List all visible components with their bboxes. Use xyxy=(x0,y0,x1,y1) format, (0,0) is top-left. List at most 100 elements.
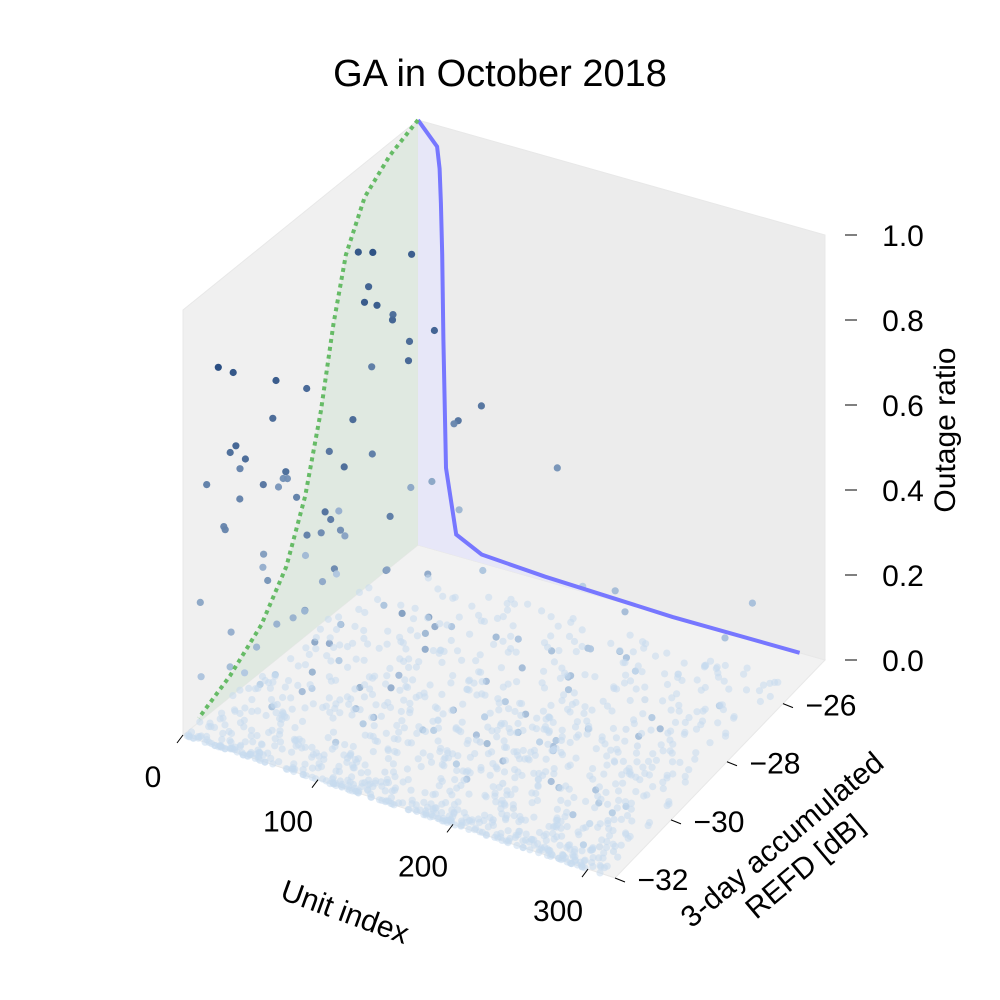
scatter-point xyxy=(370,722,378,730)
scatter-point xyxy=(766,692,774,701)
scatter-point xyxy=(241,669,249,677)
scatter-point xyxy=(669,770,677,778)
scatter-point xyxy=(253,732,261,740)
scatter-point xyxy=(229,368,237,377)
scatter-point xyxy=(382,680,390,688)
scatter-point xyxy=(259,563,267,571)
scatter-point xyxy=(437,775,445,783)
scatter-points xyxy=(183,248,782,877)
scatter-point xyxy=(499,637,507,645)
scatter-point xyxy=(361,681,369,689)
curve-fills xyxy=(198,120,800,723)
scatter-point xyxy=(329,728,338,736)
scatter-point xyxy=(522,830,530,838)
scatter-point xyxy=(350,705,358,714)
scatter-point xyxy=(432,804,440,812)
scatter-point xyxy=(611,587,619,595)
scatter-point xyxy=(513,748,521,756)
scatter-point xyxy=(524,754,532,763)
scatter-point xyxy=(625,764,633,773)
scatter-point xyxy=(387,794,395,802)
scatter-point xyxy=(492,633,500,641)
scatter-point xyxy=(663,771,671,779)
scatter-point xyxy=(604,800,612,808)
y-tick xyxy=(614,877,626,883)
scatter-point xyxy=(480,817,488,825)
scatter-point xyxy=(544,740,552,748)
scatter-point xyxy=(458,718,466,726)
scatter-point xyxy=(247,748,255,757)
scatter-point xyxy=(446,787,454,795)
scatter-point xyxy=(612,780,620,788)
scatter-point xyxy=(500,737,508,745)
scatter-point xyxy=(586,645,595,653)
curve-outage-vs-unit xyxy=(416,118,801,655)
scatter-point xyxy=(361,761,369,769)
scatter-point xyxy=(759,681,768,689)
scatter-point xyxy=(599,697,607,705)
scatter-point xyxy=(380,601,388,609)
scatter-point xyxy=(408,250,416,258)
scatter-point xyxy=(405,337,414,345)
scatter-point xyxy=(586,772,594,780)
scatter-point xyxy=(455,613,463,621)
scatter-point xyxy=(327,515,335,524)
scatter-point xyxy=(681,718,689,727)
scatter-point xyxy=(267,754,275,763)
scatter-point xyxy=(675,701,683,709)
scatter-point xyxy=(438,690,446,699)
scatter-point xyxy=(466,630,474,638)
scatter-point xyxy=(557,796,565,805)
scatter-point xyxy=(542,755,550,763)
scatter-point xyxy=(530,836,538,844)
scatter-point xyxy=(534,781,542,790)
scatter-point xyxy=(301,607,309,615)
scatter-point xyxy=(272,376,280,385)
scatter-point xyxy=(365,283,373,291)
scatter-point xyxy=(282,468,290,476)
scatter-point xyxy=(236,465,244,473)
scatter-point xyxy=(413,729,421,738)
scatter-point xyxy=(659,785,667,793)
scatter-point xyxy=(538,607,546,615)
scatter-point xyxy=(756,697,765,706)
scatter-point xyxy=(517,711,525,720)
scatter-point xyxy=(623,812,632,820)
scatter-point xyxy=(464,736,472,744)
scatter-point xyxy=(355,605,363,614)
scatter-point xyxy=(718,701,726,709)
scatter-point xyxy=(447,636,455,645)
scatter-point xyxy=(360,693,368,701)
scatter-point xyxy=(421,727,430,736)
scatter-point xyxy=(308,773,316,782)
scatter-point xyxy=(454,798,462,806)
scatter-point xyxy=(312,749,320,757)
scatter-point xyxy=(275,758,283,766)
scatter-point xyxy=(563,808,571,817)
scatter-point xyxy=(656,725,664,733)
axis-ticks: 0 100 200 300 −32−30−28−26 0.0 0.2 0.4 0.6 0.8 1.0 xyxy=(145,220,924,928)
scatter-point xyxy=(254,707,262,715)
scatter-point xyxy=(500,719,509,728)
scatter-point xyxy=(327,657,335,665)
scatter-point xyxy=(398,717,406,725)
scatter-point xyxy=(226,663,234,671)
scatter-point xyxy=(621,608,629,616)
curves xyxy=(197,118,801,720)
scatter-point xyxy=(357,769,365,777)
scatter-point xyxy=(317,529,325,537)
scatter-point xyxy=(301,551,310,560)
scatter-point xyxy=(187,728,196,736)
scatter-point xyxy=(219,729,227,738)
scatter-point xyxy=(594,792,602,800)
scatter-point xyxy=(562,782,570,790)
scatter-point xyxy=(321,508,329,516)
scatter-point xyxy=(312,634,320,642)
scatter-point xyxy=(489,760,497,768)
scatter-point xyxy=(472,736,481,744)
scatter-point xyxy=(434,724,443,732)
scatter-point xyxy=(550,658,559,666)
scatter-point xyxy=(570,793,578,802)
scatter-point xyxy=(666,747,674,755)
scatter-point xyxy=(264,749,272,757)
